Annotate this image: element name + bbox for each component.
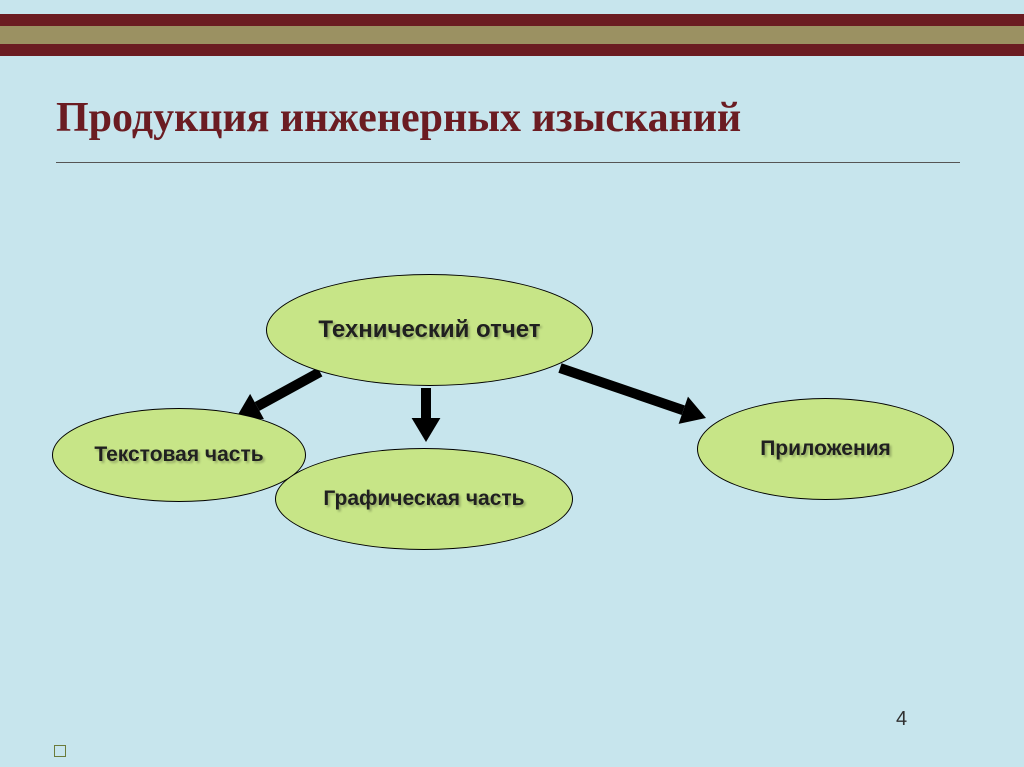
top-bar-1 bbox=[0, 14, 1024, 26]
slide: Продукция инженерных изысканий Техническ… bbox=[0, 0, 1024, 767]
title-divider bbox=[56, 162, 960, 163]
node-mid: Графическая часть bbox=[275, 448, 573, 550]
node-root-label: Технический отчет bbox=[318, 316, 540, 344]
node-right: Приложения bbox=[697, 398, 954, 500]
top-bar-2 bbox=[0, 26, 1024, 44]
page-title-text: Продукция инженерных изысканий bbox=[56, 95, 741, 141]
top-bar-3 bbox=[0, 44, 1024, 56]
node-right-label: Приложения bbox=[760, 437, 891, 461]
footer-bullet-icon bbox=[54, 745, 66, 757]
node-left-label: Текстовая часть bbox=[94, 443, 263, 467]
node-mid-label: Графическая часть bbox=[323, 487, 524, 511]
node-left: Текстовая часть bbox=[52, 408, 306, 502]
page-number-text: 4 bbox=[896, 708, 907, 730]
node-root: Технический отчет bbox=[266, 274, 593, 386]
page-number: 4 bbox=[896, 708, 907, 731]
page-title: Продукция инженерных изысканий bbox=[56, 94, 741, 142]
